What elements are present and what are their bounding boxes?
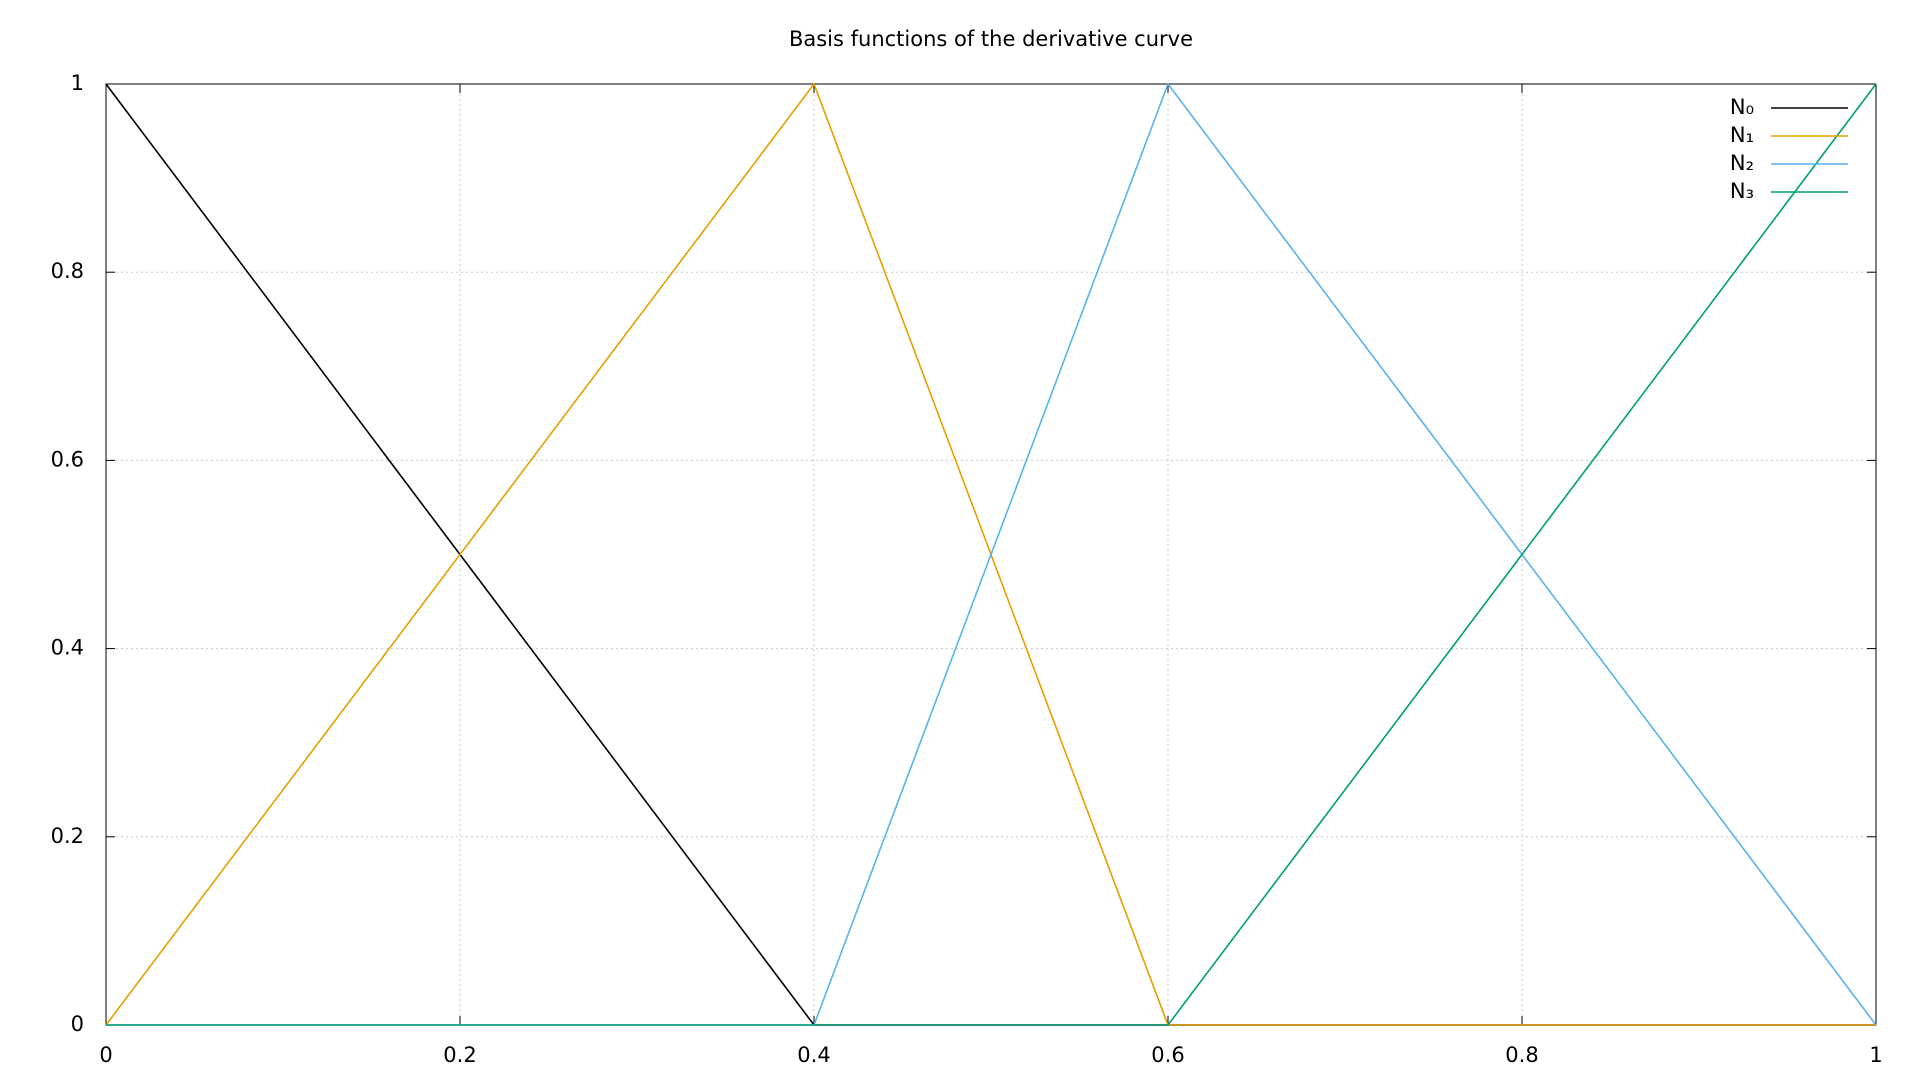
y-tick-label: 0.4 [51,636,84,660]
series-line [106,82,1877,1026]
legend-label: N₂ [1730,151,1754,175]
chart-title: Basis functions of the derivative curve [789,27,1193,51]
y-tick-label: 0.6 [51,447,84,471]
x-tick-label: 1 [1869,1043,1882,1067]
legend-label: N₀ [1730,95,1754,119]
x-tick-label: 0.4 [797,1043,830,1067]
y-tick-label: 1 [71,71,84,95]
x-tick-label: 0.6 [1151,1043,1184,1067]
series-line [106,83,1877,1026]
y-tick-label: 0.8 [51,259,84,283]
legend-label: N₁ [1730,123,1754,147]
x-tick-label: 0 [99,1043,112,1067]
legend-label: N₃ [1730,179,1754,203]
x-tick-label: 0.2 [443,1043,476,1067]
x-tick-label: 0.8 [1505,1043,1538,1067]
y-tick-label: 0 [71,1012,84,1036]
y-tick-label: 0.2 [51,824,84,848]
